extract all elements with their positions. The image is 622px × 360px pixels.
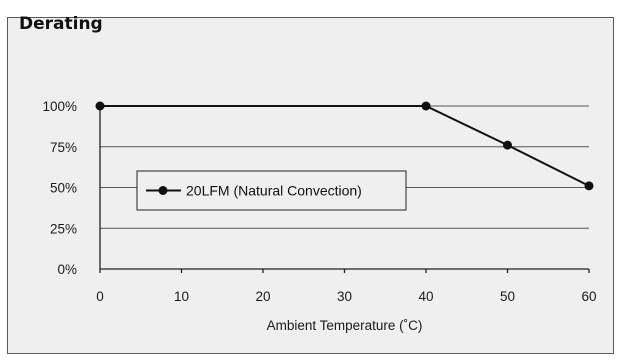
x-tick-label: 20 xyxy=(255,289,270,304)
y-tick-label: 0% xyxy=(57,262,77,277)
x-tick-label: 0 xyxy=(96,289,104,304)
series-layer xyxy=(95,101,594,191)
x-tick-label: 60 xyxy=(581,289,596,304)
x-tick-label: 30 xyxy=(337,289,352,304)
data-point xyxy=(503,140,512,150)
series-line-0 xyxy=(100,105,590,187)
x-tick-label: 10 xyxy=(174,289,189,304)
legend-marker xyxy=(158,186,168,195)
y-tick-label: 25% xyxy=(50,221,77,236)
legend-label: 20LFM (Natural Convection) xyxy=(186,183,362,199)
data-point xyxy=(421,101,431,111)
y-tick-label: 100% xyxy=(42,99,77,114)
legend: 20LFM (Natural Convection) xyxy=(136,170,407,211)
axes xyxy=(99,105,590,273)
y-tick-label: 50% xyxy=(50,181,77,196)
chart-title: Derating xyxy=(19,14,103,34)
x-tick-label: 40 xyxy=(418,289,433,304)
x-axis-title: Ambient Temperature (˚C) xyxy=(267,318,423,333)
x-tick-label: 50 xyxy=(500,289,515,304)
y-tick-label: 75% xyxy=(50,140,77,155)
legend-box xyxy=(136,170,407,211)
x-tick-labels: 0 10 20 30 40 50 60 xyxy=(96,289,596,304)
y-tick-labels: 0% 25% 50% 75% 100% xyxy=(42,99,77,277)
data-point xyxy=(584,181,594,191)
data-point xyxy=(95,101,105,111)
